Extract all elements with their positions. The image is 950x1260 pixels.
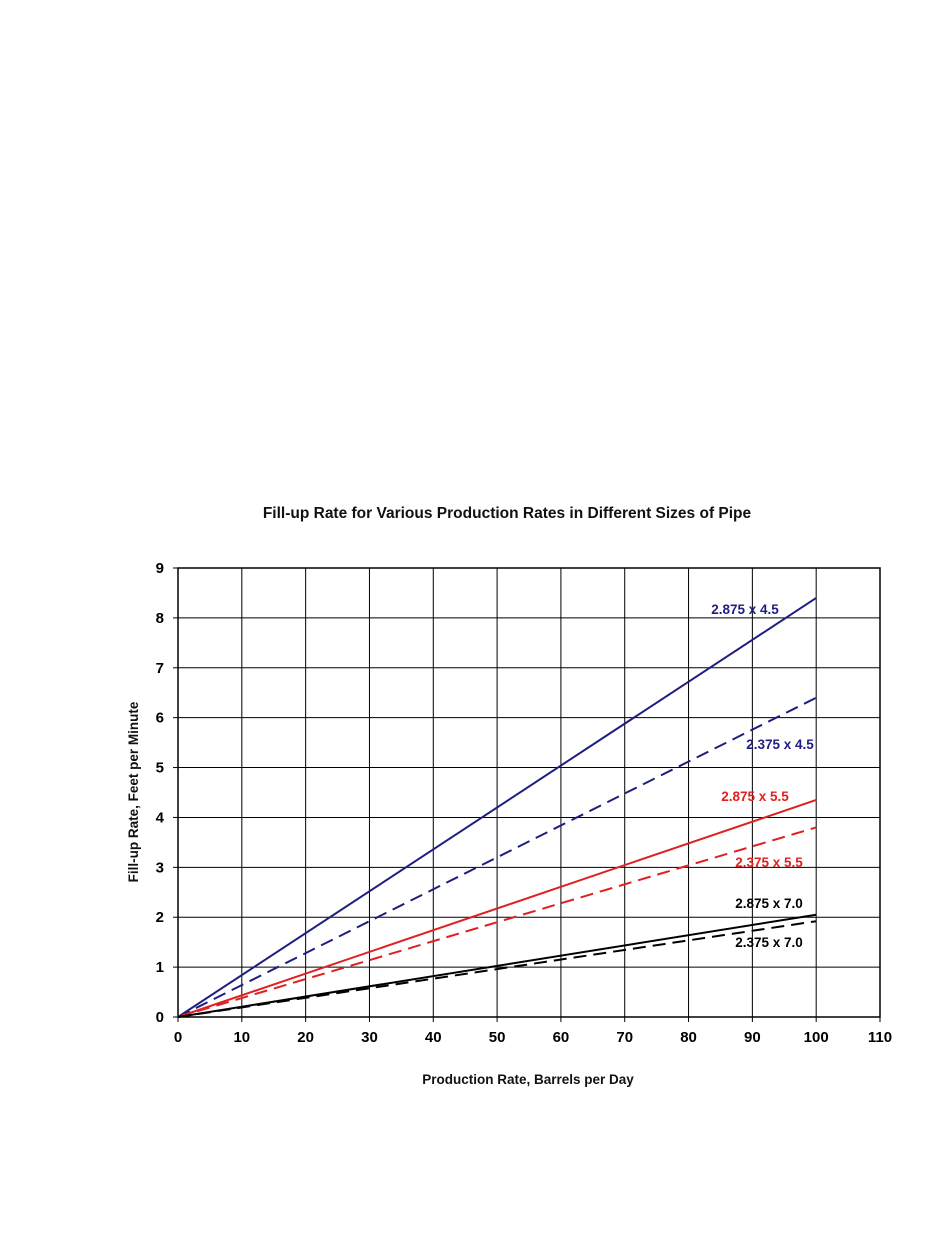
series-label-6: 2.375 x 7.0	[735, 935, 803, 950]
series-lines	[177, 597, 817, 1018]
series-labels: 2.875 x 4.5 2.375 x 4.5 2.875 x 5.5 2.375 x…	[711, 602, 814, 950]
x-tick-label: 50	[489, 1029, 506, 1046]
y-tick-label: 1	[156, 959, 164, 976]
y-tick-label: 7	[156, 660, 164, 677]
x-tick-label: 80	[680, 1029, 697, 1046]
x-tick-label: 10	[233, 1029, 250, 1046]
x-tick-label: 20	[297, 1029, 314, 1046]
x-tick-label: 110	[868, 1029, 892, 1046]
series-label-3: 2.875 x 5.5	[721, 789, 789, 804]
x-tick-label: 70	[616, 1029, 633, 1046]
y-tick-label: 2	[156, 909, 164, 926]
y-axis-ticks: 0 1 2 3 4 5 6 7 8 9	[156, 560, 178, 1026]
x-axis-ticks: 0 10 20 30 40 50 60 70 80 90 100 110	[174, 1017, 892, 1046]
y-tick-label: 0	[156, 1009, 164, 1026]
series-label-1: 2.875 x 4.5	[711, 602, 779, 617]
series-label-4: 2.375 x 5.5	[735, 855, 803, 870]
x-tick-label: 0	[174, 1029, 182, 1046]
x-tick-label: 40	[425, 1029, 442, 1046]
x-tick-label: 100	[804, 1029, 829, 1046]
series-line-4	[177, 826, 817, 1018]
y-axis-label: Fill-up Rate, Feet per Minute	[126, 701, 141, 882]
plot-area	[177, 567, 881, 1018]
series-label-5: 2.875 x 7.0	[735, 896, 803, 911]
series-line-6	[177, 920, 817, 1018]
chart-title: Fill-up Rate for Various Production Rate…	[263, 505, 752, 522]
series-label-2: 2.375 x 4.5	[746, 737, 814, 752]
x-tick-label: 60	[553, 1029, 570, 1046]
y-tick-label: 9	[156, 560, 164, 577]
y-tick-label: 8	[156, 610, 164, 627]
x-tick-label: 90	[744, 1029, 761, 1046]
y-tick-label: 4	[156, 809, 165, 826]
x-axis-label: Production Rate, Barrels per Day	[422, 1072, 634, 1087]
y-tick-label: 3	[156, 859, 164, 876]
x-tick-label: 30	[361, 1029, 378, 1046]
y-tick-label: 6	[156, 710, 164, 727]
y-tick-label: 5	[156, 760, 164, 777]
series-line-1	[177, 597, 817, 1018]
series-line-5	[177, 913, 817, 1018]
series-line-3	[177, 799, 817, 1018]
